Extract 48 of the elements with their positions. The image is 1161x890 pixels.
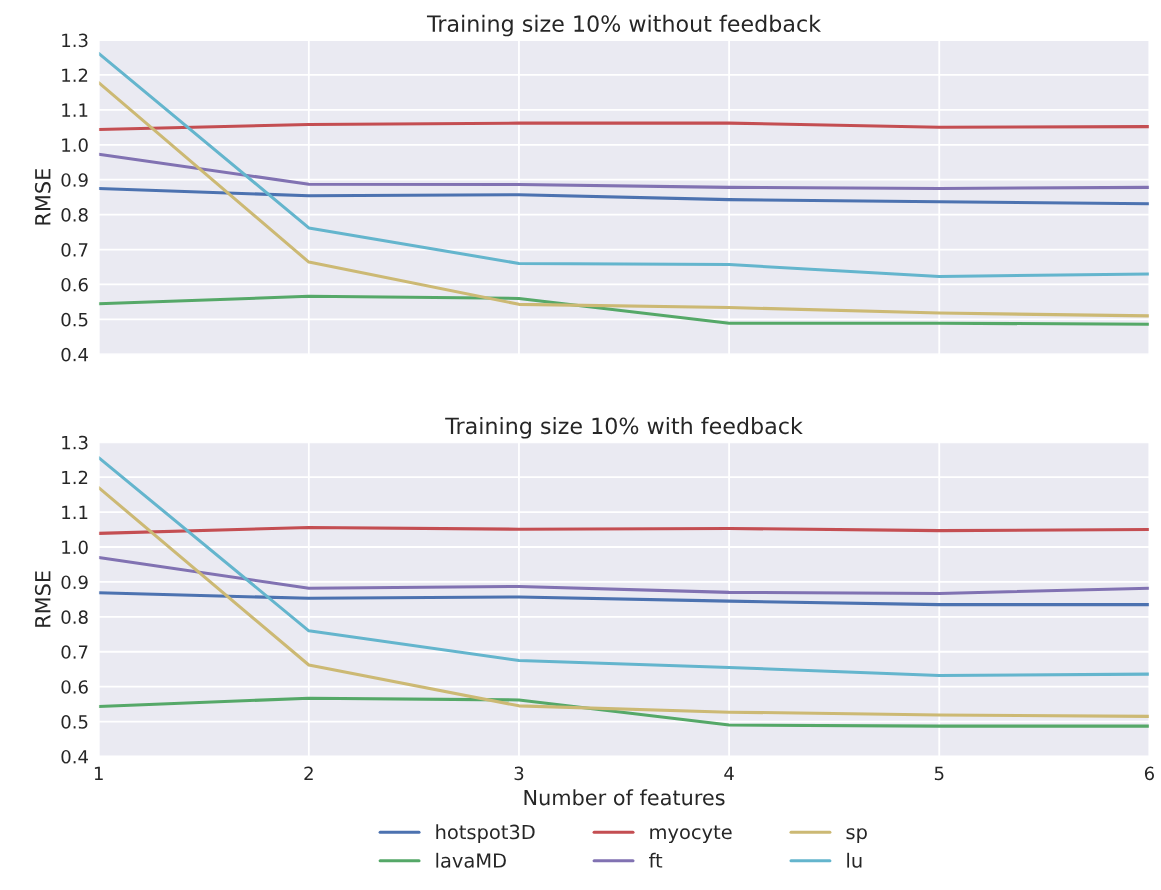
x-tick-label: 5 bbox=[934, 766, 944, 781]
legend-label: ft bbox=[648, 852, 663, 868]
line-series bbox=[98, 152, 1150, 190]
legend-label: lavaMD bbox=[436, 852, 506, 868]
y-tick-label: 1.0 bbox=[62, 540, 88, 555]
y-tick-label: 0.6 bbox=[61, 680, 88, 694]
y-tick-label: 0.9 bbox=[61, 575, 88, 590]
legend-label: sp bbox=[846, 828, 867, 844]
y-tick-label: 1.3 bbox=[62, 33, 88, 48]
y-tick-label: 1.0 bbox=[62, 138, 88, 152]
legend-label: myocyte bbox=[650, 825, 732, 844]
y-tick-label: 0.4 bbox=[61, 347, 88, 362]
chart-title: Training size 10% with feedback bbox=[445, 417, 803, 439]
line-series bbox=[98, 555, 1150, 595]
x-tick-label: 2 bbox=[304, 766, 313, 780]
x-tick-label: 1 bbox=[94, 766, 103, 780]
y-tick-label: 0.7 bbox=[61, 645, 88, 659]
line-series bbox=[98, 456, 1150, 678]
y-axis-title: RMSE bbox=[34, 169, 51, 225]
y-tick-label: 0.5 bbox=[61, 715, 88, 729]
y-tick-label: 0.6 bbox=[61, 277, 88, 292]
line-series bbox=[98, 294, 1150, 326]
x-tick-label: 6 bbox=[1144, 766, 1154, 781]
x-tick-label: 3 bbox=[514, 766, 524, 781]
line-series bbox=[98, 51, 1150, 278]
y-tick-label: 0.9 bbox=[61, 173, 88, 187]
legend-label: hotspot3D bbox=[436, 824, 535, 844]
y-tick-label: 1.2 bbox=[62, 470, 88, 485]
y-tick-label: 0.8 bbox=[61, 610, 88, 624]
line-series bbox=[98, 121, 1150, 131]
x-axis-title: Number of features bbox=[524, 789, 725, 806]
y-tick-label: 0.8 bbox=[61, 208, 88, 222]
y-tick-label: 1.2 bbox=[62, 68, 88, 82]
y-axis-title: RMSE bbox=[34, 571, 51, 627]
chart-title: Training size 10% without feedback bbox=[426, 14, 821, 37]
y-tick-label: 1.1 bbox=[62, 103, 88, 117]
x-tick-label: 4 bbox=[724, 766, 734, 780]
y-tick-label: 1.1 bbox=[62, 505, 88, 519]
y-tick-label: 1.3 bbox=[62, 435, 88, 450]
legend-label: lu bbox=[847, 852, 862, 868]
y-tick-label: 0.7 bbox=[61, 243, 88, 257]
line-series bbox=[98, 81, 1150, 318]
line-series bbox=[98, 696, 1150, 728]
line-series bbox=[98, 186, 1150, 206]
y-tick-label: 0.4 bbox=[61, 749, 88, 764]
y-tick-label: 0.5 bbox=[61, 312, 88, 327]
line-series bbox=[98, 591, 1150, 607]
line-series bbox=[98, 486, 1150, 718]
